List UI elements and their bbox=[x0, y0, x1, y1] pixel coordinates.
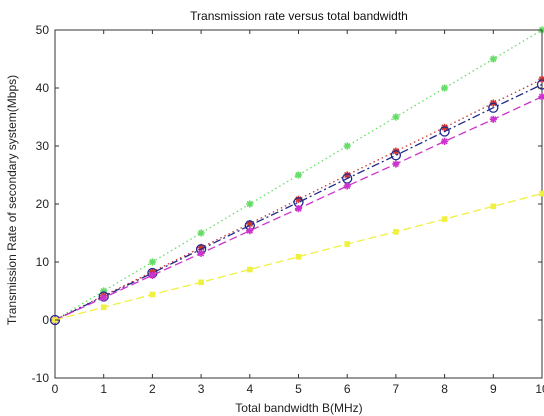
chart-title: Transmission rate versus total bandwidth bbox=[190, 9, 408, 23]
data-point bbox=[100, 287, 108, 295]
data-point bbox=[538, 75, 544, 83]
y-tick-label: 20 bbox=[36, 197, 50, 211]
data-point bbox=[100, 294, 108, 302]
x-tick-label: 4 bbox=[246, 382, 253, 396]
data-point bbox=[536, 79, 544, 90]
series-line bbox=[54, 83, 543, 321]
data-point bbox=[488, 102, 499, 113]
data-point bbox=[100, 304, 107, 311]
x-tick-label: 0 bbox=[52, 382, 59, 396]
data-point bbox=[294, 205, 303, 213]
x-tick-label: 9 bbox=[490, 382, 497, 396]
x-tick-label: 6 bbox=[344, 382, 351, 396]
y-tick-label: 40 bbox=[36, 81, 50, 95]
data-point bbox=[197, 243, 205, 252]
data-point bbox=[148, 271, 156, 279]
x-tick-label: 5 bbox=[295, 382, 302, 396]
series-line bbox=[54, 78, 543, 321]
y-tick-label: 0 bbox=[42, 313, 49, 327]
x-tick-label: 10 bbox=[535, 382, 544, 396]
data-point bbox=[344, 241, 351, 247]
y-tick-label: -10 bbox=[32, 371, 50, 385]
data-point bbox=[247, 266, 253, 273]
data-point bbox=[390, 150, 402, 161]
data-point bbox=[246, 200, 254, 208]
data-point bbox=[294, 195, 303, 203]
series-4 bbox=[51, 93, 544, 324]
y-tick-label: 50 bbox=[36, 23, 50, 37]
plot-area bbox=[55, 30, 542, 378]
y-axis-label: Transmission Rate of secondary system(Mb… bbox=[5, 75, 19, 325]
x-tick-label: 3 bbox=[198, 382, 205, 396]
data-point bbox=[343, 142, 351, 150]
data-point bbox=[343, 171, 351, 179]
data-point bbox=[343, 182, 351, 190]
x-tick-label: 7 bbox=[393, 382, 400, 396]
data-point bbox=[246, 227, 254, 235]
data-point bbox=[197, 249, 205, 257]
plot-frame bbox=[54, 29, 543, 379]
data-point bbox=[295, 253, 302, 260]
data-point bbox=[489, 55, 497, 63]
data-point bbox=[197, 229, 205, 237]
x-axis-label: Total bandwidth B(MHz) bbox=[235, 401, 362, 415]
data-point bbox=[439, 126, 450, 137]
data-point bbox=[294, 171, 303, 179]
x-tick-label: 8 bbox=[441, 382, 448, 396]
data-point bbox=[392, 160, 400, 168]
data-point bbox=[489, 115, 497, 123]
data-point bbox=[198, 279, 204, 286]
data-point bbox=[441, 137, 449, 145]
y-tick-label: 10 bbox=[36, 255, 50, 269]
x-tick-label: 1 bbox=[100, 382, 107, 396]
data-point bbox=[148, 258, 156, 266]
data-point bbox=[538, 93, 544, 101]
data-point bbox=[441, 216, 448, 222]
x-tick-label: 2 bbox=[149, 382, 156, 396]
data-point bbox=[149, 291, 156, 298]
data-point bbox=[49, 314, 61, 326]
data-point bbox=[246, 220, 254, 228]
data-point bbox=[539, 190, 544, 197]
data-point bbox=[490, 203, 497, 210]
data-point bbox=[393, 229, 399, 235]
data-point bbox=[392, 113, 400, 121]
data-point bbox=[441, 84, 449, 92]
y-tick-label: 30 bbox=[36, 139, 50, 153]
